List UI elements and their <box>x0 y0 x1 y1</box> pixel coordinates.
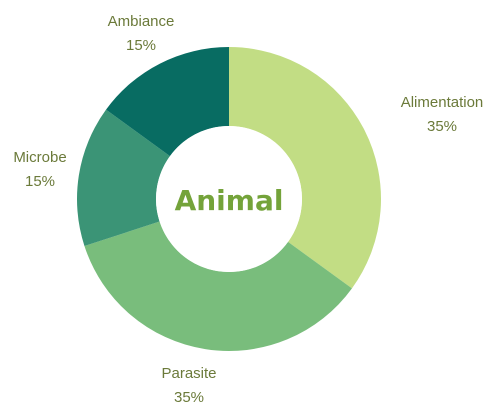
slice-label-ambiance: Ambiance <box>108 13 175 30</box>
chart-title: Animal <box>175 184 284 217</box>
slice-value-alimentation: 35% <box>427 118 457 135</box>
slice-microbe <box>76 109 170 246</box>
slice-ambiance <box>106 47 229 157</box>
slice-label-microbe: Microbe <box>13 149 66 166</box>
slice-value-microbe: 15% <box>25 173 55 190</box>
slice-value-ambiance: 15% <box>126 37 156 54</box>
labels-group: Alimentation 35% Parasite 35% Microbe 15% Ambi… <box>13 13 483 404</box>
slices-group <box>76 47 381 352</box>
slice-parasite <box>84 221 352 352</box>
slice-label-alimentation: Alimentation <box>401 94 484 111</box>
slice-value-parasite: 35% <box>174 389 204 404</box>
slice-label-parasite: Parasite <box>161 365 216 382</box>
donut-hole <box>156 126 302 272</box>
slice-alimentation <box>229 47 381 289</box>
